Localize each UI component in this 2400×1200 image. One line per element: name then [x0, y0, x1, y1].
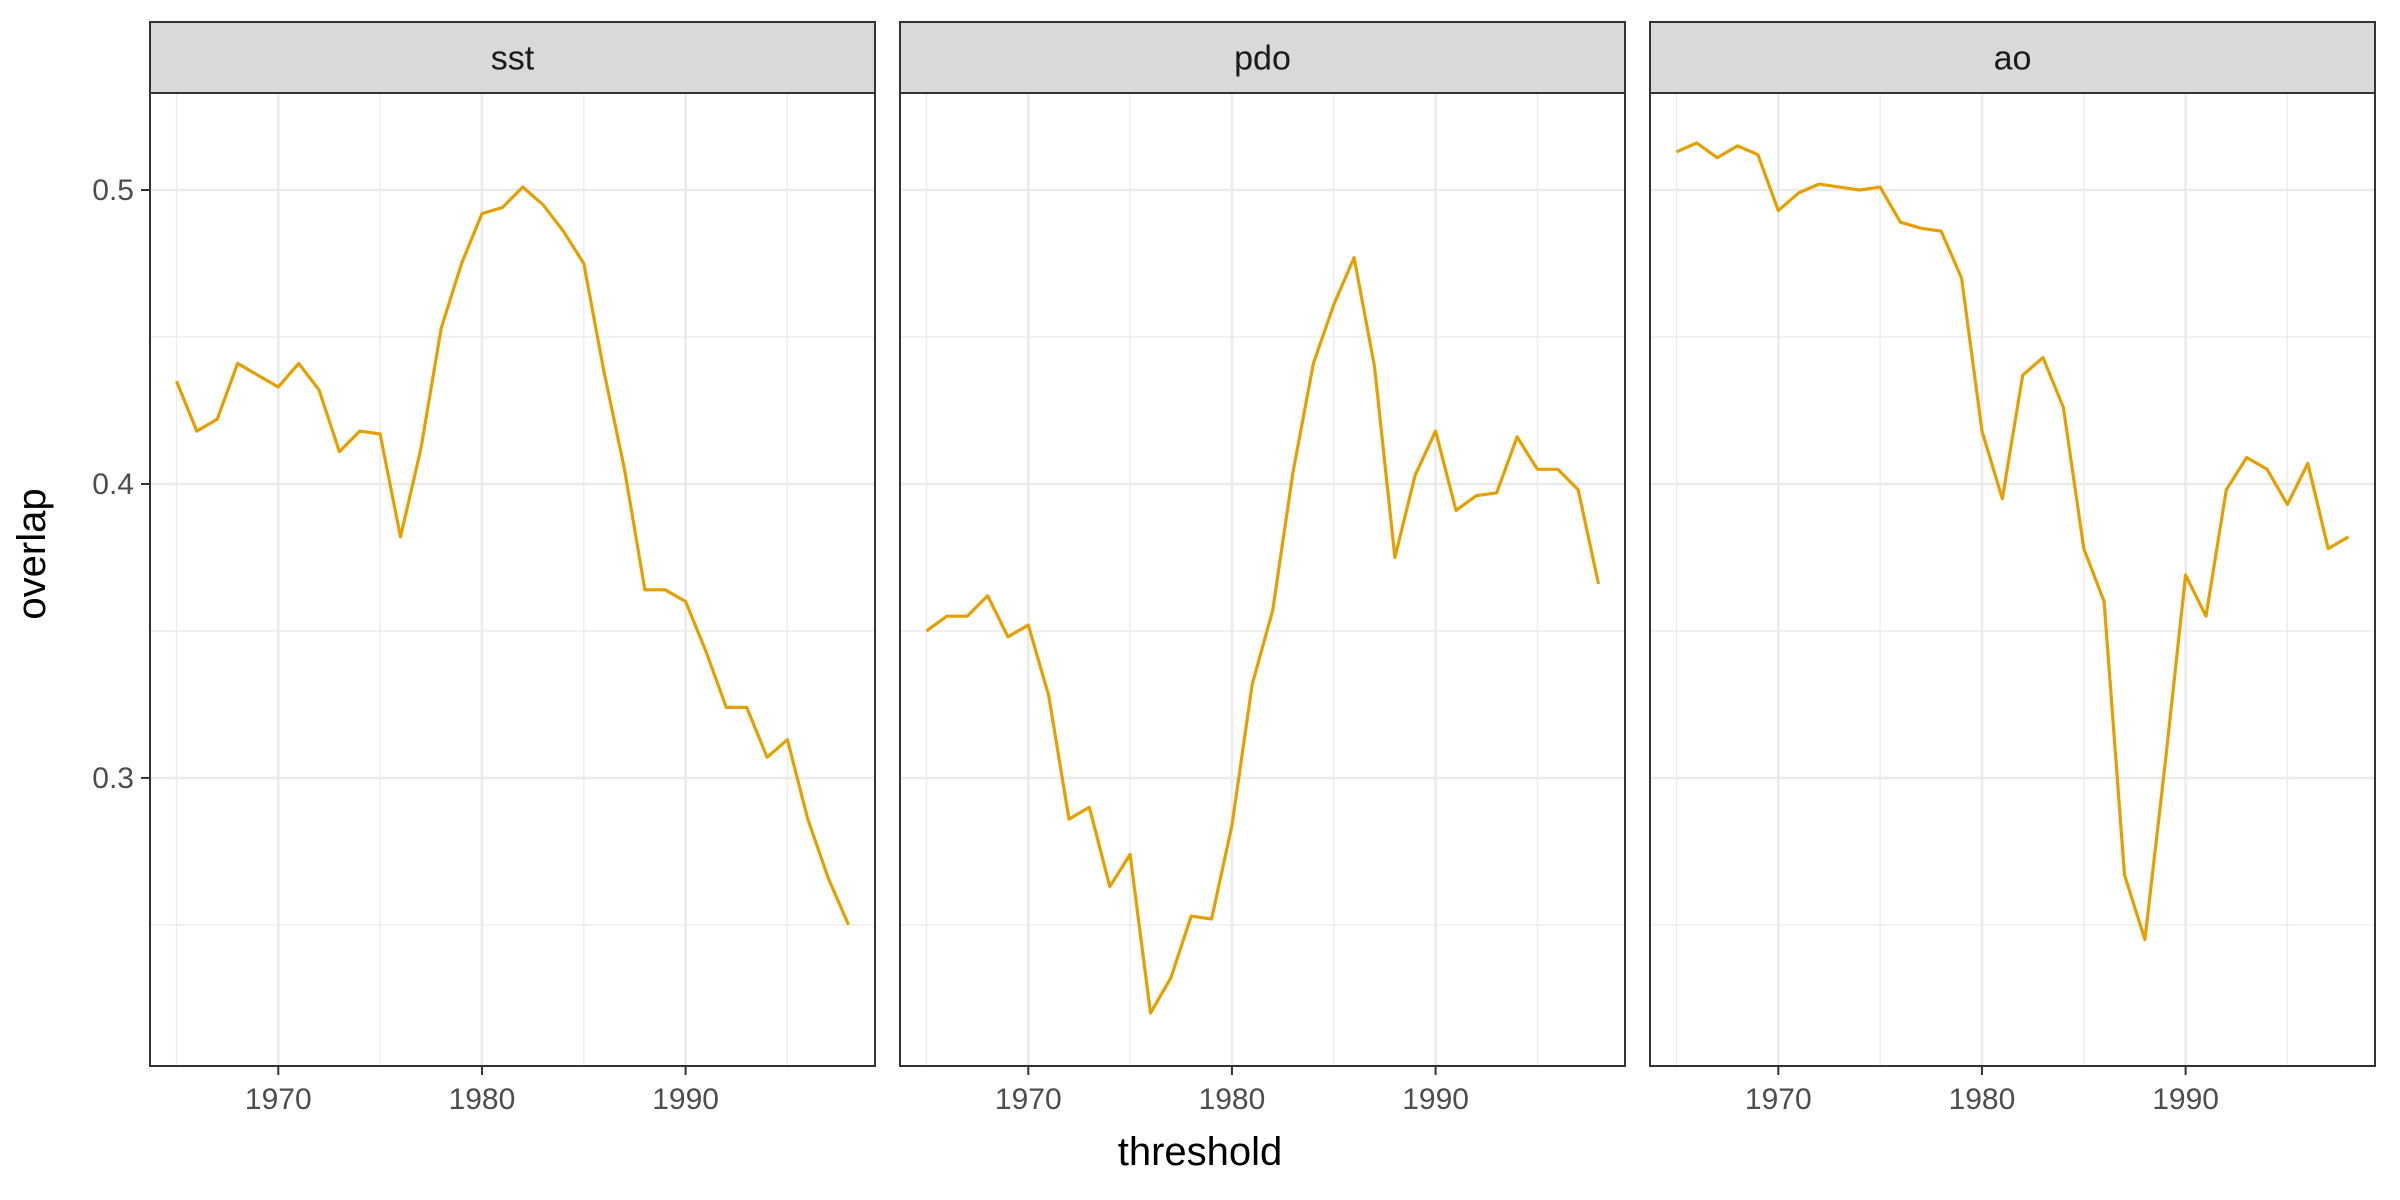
- series-line-pdo: [925, 256, 1601, 1015]
- x-tick-label: 1990: [2152, 1083, 2219, 1116]
- y-tick-label: 0.4: [92, 468, 134, 501]
- strip-label-ao: ao: [1994, 40, 2032, 78]
- x-tick-label: 1990: [1402, 1083, 1469, 1116]
- x-tick-label: 1970: [995, 1083, 1062, 1116]
- panel-border: [1649, 92, 2376, 1067]
- panel-background: [150, 93, 875, 1066]
- panel-ao: ao 1970 1980 1990: [1649, 21, 2376, 1116]
- x-tick-label: 1970: [245, 1083, 312, 1116]
- strip-pdo: [899, 21, 1626, 94]
- x-tick-label: 1990: [652, 1083, 719, 1116]
- strip-ao: [1649, 21, 2376, 94]
- panel-sst: sst 1970 1980 1990 0.3 0.4 0.5: [92, 21, 876, 1116]
- x-tick-label: 1980: [1949, 1083, 2016, 1116]
- strip-label-sst: sst: [491, 40, 535, 78]
- x-tick-label: 1980: [1199, 1083, 1266, 1116]
- strip-sst: [149, 21, 876, 94]
- panel-pdo: pdo 1970 1980 1990: [899, 21, 1626, 1116]
- x-tick-label: 1980: [449, 1083, 516, 1116]
- series-line-sst: [175, 185, 850, 926]
- y-tick-label: 0.3: [92, 762, 134, 795]
- panel-border: [899, 92, 1626, 1067]
- series-line-ao: [1675, 141, 2350, 942]
- strip-label-pdo: pdo: [1234, 40, 1291, 78]
- y-tick-label: 0.5: [92, 174, 134, 207]
- x-axis-title: threshold: [1118, 1130, 1283, 1174]
- panel-background: [900, 93, 1625, 1066]
- panel-border: [149, 92, 876, 1067]
- x-tick-label: 1970: [1745, 1083, 1812, 1116]
- panel-background: [1650, 93, 2375, 1066]
- y-axis-title: overlap: [10, 488, 54, 619]
